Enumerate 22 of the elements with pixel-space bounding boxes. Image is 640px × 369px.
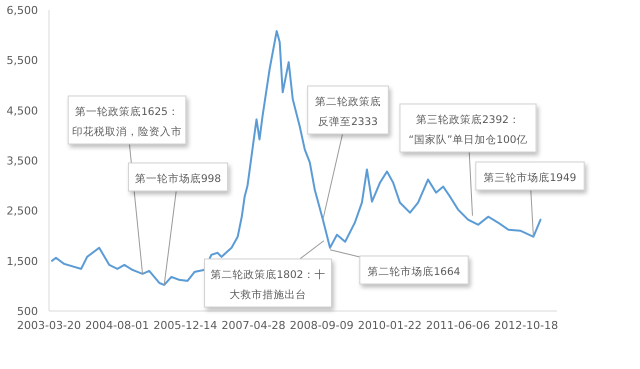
- x-tick-label: 2011-06-06: [426, 319, 490, 332]
- x-tick-label: 2007-04-28: [222, 319, 286, 332]
- annotation: 第一轮政策底1625：印花税取消，险资入市: [72, 105, 182, 138]
- annotation: 第二轮政策底反弹至2333: [315, 95, 381, 128]
- annotation: 第三轮政策底2392：“国家队”单日加仓100亿: [408, 113, 528, 146]
- x-tick-label: 2003-03-20: [17, 319, 81, 332]
- annotation: 第一轮市场底998: [134, 172, 222, 185]
- y-tick-label: 3,500: [6, 154, 38, 168]
- y-tick-label: 2,500: [6, 204, 38, 218]
- y-tick-label: 6,500: [6, 4, 38, 17]
- y-tick-label: 500: [17, 305, 38, 318]
- x-tick-label: 2004-08-01: [85, 319, 150, 332]
- annotation: 第三轮市场底1949: [484, 171, 576, 184]
- y-tick-label: 4,500: [6, 104, 38, 118]
- x-tick-label: 2005-12-14: [153, 319, 218, 332]
- annotation: 第二轮市场底1664: [368, 265, 461, 278]
- annotation: 第二轮政策底1802：十大救市措施出台: [210, 268, 326, 301]
- y-tick-label: 1,500: [6, 254, 38, 268]
- y-tick-label: 5,500: [6, 54, 38, 68]
- x-tick-label: 2010-01-22: [358, 319, 422, 332]
- x-tick-label: 2008-09-09: [290, 319, 354, 332]
- x-tick-label: 2012-10-18: [494, 319, 558, 332]
